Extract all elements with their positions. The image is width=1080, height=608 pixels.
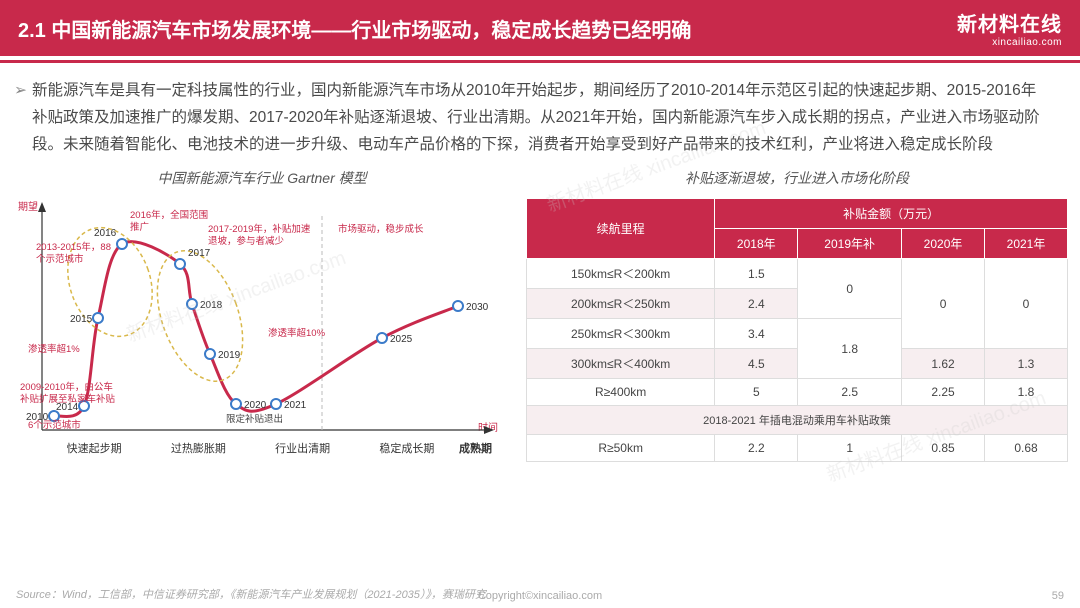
chart-annotation: 市场驱动，稳步成长 <box>338 224 438 235</box>
cell: 3.4 <box>715 319 798 349</box>
chart-annotation: 2013-2015年，88个示范城市 <box>36 242 116 265</box>
brand-logo: 新材料在线 xincailiao.com <box>957 8 1062 48</box>
gartner-chart: 期望 时间 2010201420152016201720182019202020… <box>12 198 502 458</box>
cell: 1 <box>798 435 902 462</box>
svg-text:2019: 2019 <box>218 350 241 361</box>
table-row: R≥50km 2.2 1 0.85 0.68 <box>527 435 1068 462</box>
svg-text:2016: 2016 <box>94 228 117 239</box>
x-axis-ticks: 快速起步期 过热膨胀期 行业出清期 稳定成长期 成熟期 <box>42 440 492 456</box>
th-year: 2020年 <box>902 229 985 259</box>
x-tick: 成熟期 <box>459 440 492 456</box>
cell: 5 <box>715 379 798 406</box>
cell: 4.5 <box>715 349 798 379</box>
cell: 2.25 <box>902 379 985 406</box>
chart-annotation: 2017-2019年，补贴加速退坡，参与者减少 <box>208 224 318 247</box>
th-year: 2021年 <box>985 229 1068 259</box>
svg-text:2020: 2020 <box>244 400 267 411</box>
cell-range: 150km≤R＜200km <box>527 259 715 289</box>
gartner-panel: 中国新能源汽车行业 Gartner 模型 期望 时间 2010201420152… <box>12 162 512 462</box>
svg-text:2018: 2018 <box>200 300 223 311</box>
th-range: 续航里程 <box>527 199 715 259</box>
chart-annotation: 6个示范城市 <box>28 420 98 431</box>
table-row: R≥400km 5 2.5 2.25 1.8 <box>527 379 1068 406</box>
chart-annotation: 限定补贴退出 <box>226 414 296 425</box>
cell: 2.2 <box>715 435 798 462</box>
slide-header: 2.1 中国新能源汽车市场发展环境——行业市场驱动，稳定成长趋势已经明确 新材料… <box>0 0 1080 56</box>
cell-range: 250km≤R＜300km <box>527 319 715 349</box>
chart-annotation: 渗透率超1% <box>28 344 98 355</box>
copyright-text: Copyright©xincailiao.com <box>478 590 602 602</box>
logo-main: 新材料在线 <box>957 8 1062 37</box>
cell: 2.5 <box>798 379 902 406</box>
x-tick: 稳定成长期 <box>355 440 459 456</box>
table-row: 300km≤R＜400km 4.5 1.62 1.3 <box>527 349 1068 379</box>
cell: 0.85 <box>902 435 985 462</box>
th-amount: 补贴金额（万元） <box>715 199 1068 229</box>
left-panel-title: 中国新能源汽车行业 Gartner 模型 <box>12 168 512 188</box>
x-tick: 快速起步期 <box>42 440 146 456</box>
chart-annotation: 渗透率超10% <box>268 328 348 339</box>
svg-text:2021: 2021 <box>284 400 307 411</box>
right-panel-title: 补贴逐渐退坡，行业进入市场化阶段 <box>526 168 1068 188</box>
svg-text:2017: 2017 <box>188 248 211 259</box>
cell: 1.62 <box>902 349 985 379</box>
th-year: 2019年补 <box>798 229 902 259</box>
cell: 0 <box>902 259 985 349</box>
policy-header-row: 2018-2021 年插电混动乘用车补贴政策 <box>527 406 1068 435</box>
cell-range: 200km≤R＜250km <box>527 289 715 319</box>
table-row: 150km≤R＜200km 1.5 0 0 0 <box>527 259 1068 289</box>
policy-header: 2018-2021 年插电混动乘用车补贴政策 <box>527 406 1068 435</box>
cell: 1.8 <box>985 379 1068 406</box>
cell: 2.4 <box>715 289 798 319</box>
th-year: 2018年 <box>715 229 798 259</box>
chart-annotation: 2016年，全国范围推广 <box>130 210 210 233</box>
source-text: Source：Wind，工信部，中信证券研究部，《新能源汽车产业发展规划（202… <box>16 586 486 602</box>
logo-sub: xincailiao.com <box>957 37 1062 48</box>
x-tick: 过热膨胀期 <box>146 440 250 456</box>
svg-text:2025: 2025 <box>390 334 413 345</box>
page-number: 59 <box>1052 590 1064 602</box>
svg-text:2015: 2015 <box>70 314 93 325</box>
cell-range: R≥400km <box>527 379 715 406</box>
summary-paragraph: 新能源汽车是具有一定科技属性的行业，国内新能源汽车市场从2010年开始起步，期间… <box>0 63 1080 162</box>
cell: 0 <box>798 259 902 319</box>
cell: 0.68 <box>985 435 1068 462</box>
cell: 1.5 <box>715 259 798 289</box>
subsidy-panel: 补贴逐渐退坡，行业进入市场化阶段 续航里程 补贴金额（万元） 2018年 201… <box>526 162 1068 462</box>
x-tick: 行业出清期 <box>251 440 355 456</box>
cell-range: 300km≤R＜400km <box>527 349 715 379</box>
cell: 1.8 <box>798 319 902 379</box>
svg-text:2030: 2030 <box>466 302 489 313</box>
content-row: 中国新能源汽车行业 Gartner 模型 期望 时间 2010201420152… <box>0 162 1080 462</box>
chart-annotation: 2009-2010年，由公车补贴扩展至私家车补贴 <box>20 382 120 405</box>
cell: 0 <box>985 259 1068 349</box>
cell: 1.3 <box>985 349 1068 379</box>
cell-range: R≥50km <box>527 435 715 462</box>
subsidy-table: 续航里程 补贴金额（万元） 2018年 2019年补 2020年 2021年 1… <box>526 198 1068 462</box>
slide-title: 2.1 中国新能源汽车市场发展环境——行业市场驱动，稳定成长趋势已经明确 <box>18 14 691 43</box>
